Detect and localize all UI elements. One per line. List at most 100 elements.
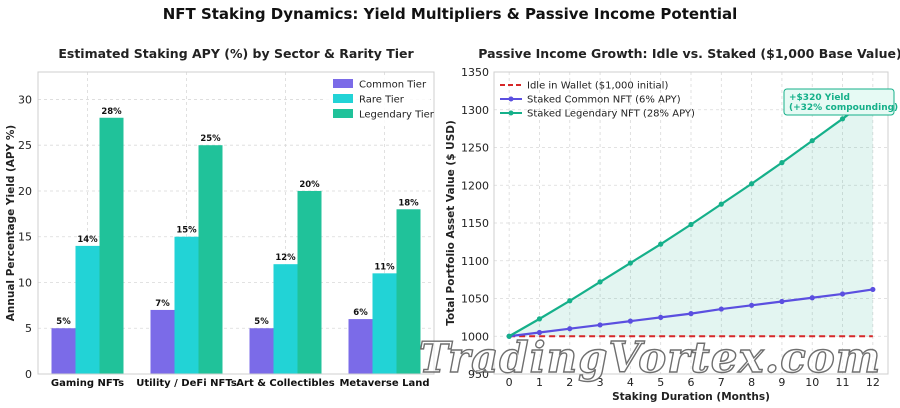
data-point (839, 291, 846, 297)
bar (348, 319, 373, 374)
bar (273, 264, 298, 374)
y-tick-label: 25 (18, 139, 32, 152)
legend-label: Staked Legendary NFT (28% APY) (527, 109, 695, 120)
x-tick-label: 2 (566, 376, 573, 389)
bar-value-label: 11% (374, 262, 395, 272)
bar-value-label: 6% (353, 308, 368, 318)
bar-value-label: 5% (254, 317, 269, 327)
line-chart-y-label: Total Portfolio Asset Value ($ USD) (445, 120, 457, 326)
line-chart-frame (493, 71, 889, 375)
bar (51, 328, 76, 374)
annotation-text: (+32% compounding) (789, 103, 898, 113)
y-tick-label: 1050 (461, 293, 489, 306)
bar-chart-bars (51, 117, 421, 375)
bar-value-label: 5% (56, 317, 71, 327)
x-tick-label: Utility / DeFi NFTs (136, 378, 237, 389)
y-tick-label: 1350 (461, 66, 489, 79)
y-tick-label: 0 (25, 368, 32, 381)
bar-chart-y-label: Annual Percentage Yield (APY %) (5, 125, 17, 321)
bar-value-label: 7% (155, 299, 170, 309)
x-tick-label: 3 (597, 376, 604, 389)
data-point (749, 181, 755, 187)
bar (372, 273, 397, 374)
x-tick-label: 10 (805, 376, 819, 389)
x-tick-label: 1 (536, 376, 543, 389)
y-tick-label: 950 (468, 368, 489, 381)
x-tick-label: 12 (866, 376, 880, 389)
y-tick-label: 15 (18, 231, 32, 244)
y-tick-label: 1250 (461, 142, 489, 155)
bar (75, 245, 100, 374)
x-tick-label: 5 (657, 376, 664, 389)
bar-value-label: 20% (299, 180, 320, 190)
legend-swatch (333, 79, 353, 88)
y-tick-label: 20 (18, 185, 32, 198)
legend-label: Idle in Wallet ($1,000 initial) (527, 81, 668, 92)
legend-swatch (333, 94, 353, 103)
bar-chart-title: Estimated Staking APY (%) by Sector & Ra… (58, 46, 414, 61)
annotation-box (783, 88, 895, 116)
data-point (779, 160, 785, 166)
legend-marker (508, 110, 514, 116)
bar-chart-frame (37, 71, 435, 375)
bar-chart-x-ticks: Gaming NFTs Utility / DeFi NFTs Art & Coll… (51, 378, 430, 389)
annotation-text: +$320 Yield (789, 93, 850, 103)
data-point (506, 333, 512, 339)
x-tick-label: Metaverse Land (339, 378, 429, 389)
x-tick-label: 0 (506, 376, 513, 389)
data-point (627, 260, 633, 266)
legend-marker (508, 96, 514, 102)
line-chart-x-ticks: 0 1 2 3 4 5 6 7 8 9 10 11 12 (506, 376, 880, 389)
legend-label: Common Tier (359, 80, 427, 91)
y-tick-label: 10 (18, 276, 32, 289)
x-tick-label: 4 (627, 376, 634, 389)
data-point (718, 306, 724, 312)
data-point (809, 138, 815, 144)
data-point (567, 326, 573, 332)
data-point (567, 298, 573, 304)
data-point (658, 241, 664, 247)
x-tick-label: 9 (778, 376, 785, 389)
y-tick-label: 1200 (461, 179, 489, 192)
y-tick-label: 1100 (461, 255, 489, 268)
data-point (627, 318, 633, 324)
x-tick-label: 8 (748, 376, 755, 389)
y-tick-label: 1300 (461, 104, 489, 117)
apy-bar-chart: Estimated Staking APY (%) by Sector & Ra… (5, 46, 435, 389)
figure-title: NFT Staking Dynamics: Yield Multipliers … (163, 5, 738, 23)
bar (396, 209, 421, 374)
x-tick-label: Art & Collectibles (236, 378, 334, 389)
y-tick-label: 5 (25, 322, 32, 335)
data-point (688, 311, 694, 317)
bar-value-label: 28% (101, 107, 122, 117)
line-chart-title: Passive Income Growth: Idle vs. Staked (… (478, 46, 900, 61)
bar (174, 236, 199, 374)
bar (99, 117, 124, 375)
x-tick-label: 11 (836, 376, 850, 389)
bar (198, 145, 223, 374)
bar-chart-legend: Common Tier Rare Tier Legendary Tier (326, 76, 435, 124)
line-chart-legend: Idle in Wallet ($1,000 initial) Staked Co… (500, 81, 695, 120)
bar (297, 190, 322, 374)
y-tick-label: 30 (18, 93, 32, 106)
bar-value-label: 12% (275, 253, 296, 263)
line-chart-x-label: Staking Duration (Months) (612, 391, 770, 403)
data-point (779, 298, 785, 305)
data-point (536, 316, 543, 322)
bar-value-label: 15% (176, 226, 197, 236)
x-tick-label: 7 (718, 376, 725, 389)
bar (249, 328, 274, 374)
bar-value-label: 18% (398, 198, 419, 208)
bar (150, 309, 175, 374)
line-chart-grid (494, 71, 888, 375)
bar-value-label: 25% (200, 134, 221, 144)
bar-chart-data-labels: 5% 14% 28% 7% 15% 25% 5% 12% 20% 6% 11% 18% (56, 107, 419, 327)
data-point (658, 314, 664, 320)
yield-annotation: +$320 Yield(+32% compounding) (783, 88, 898, 116)
x-tick-label: 6 (688, 376, 695, 389)
legend-label: Legendary Tier (359, 110, 435, 121)
watermark-logo: TradingVortex.com (419, 333, 881, 382)
legend-label: Staked Common NFT (6% APY) (527, 95, 681, 106)
data-point (536, 329, 543, 336)
data-point (597, 279, 603, 285)
